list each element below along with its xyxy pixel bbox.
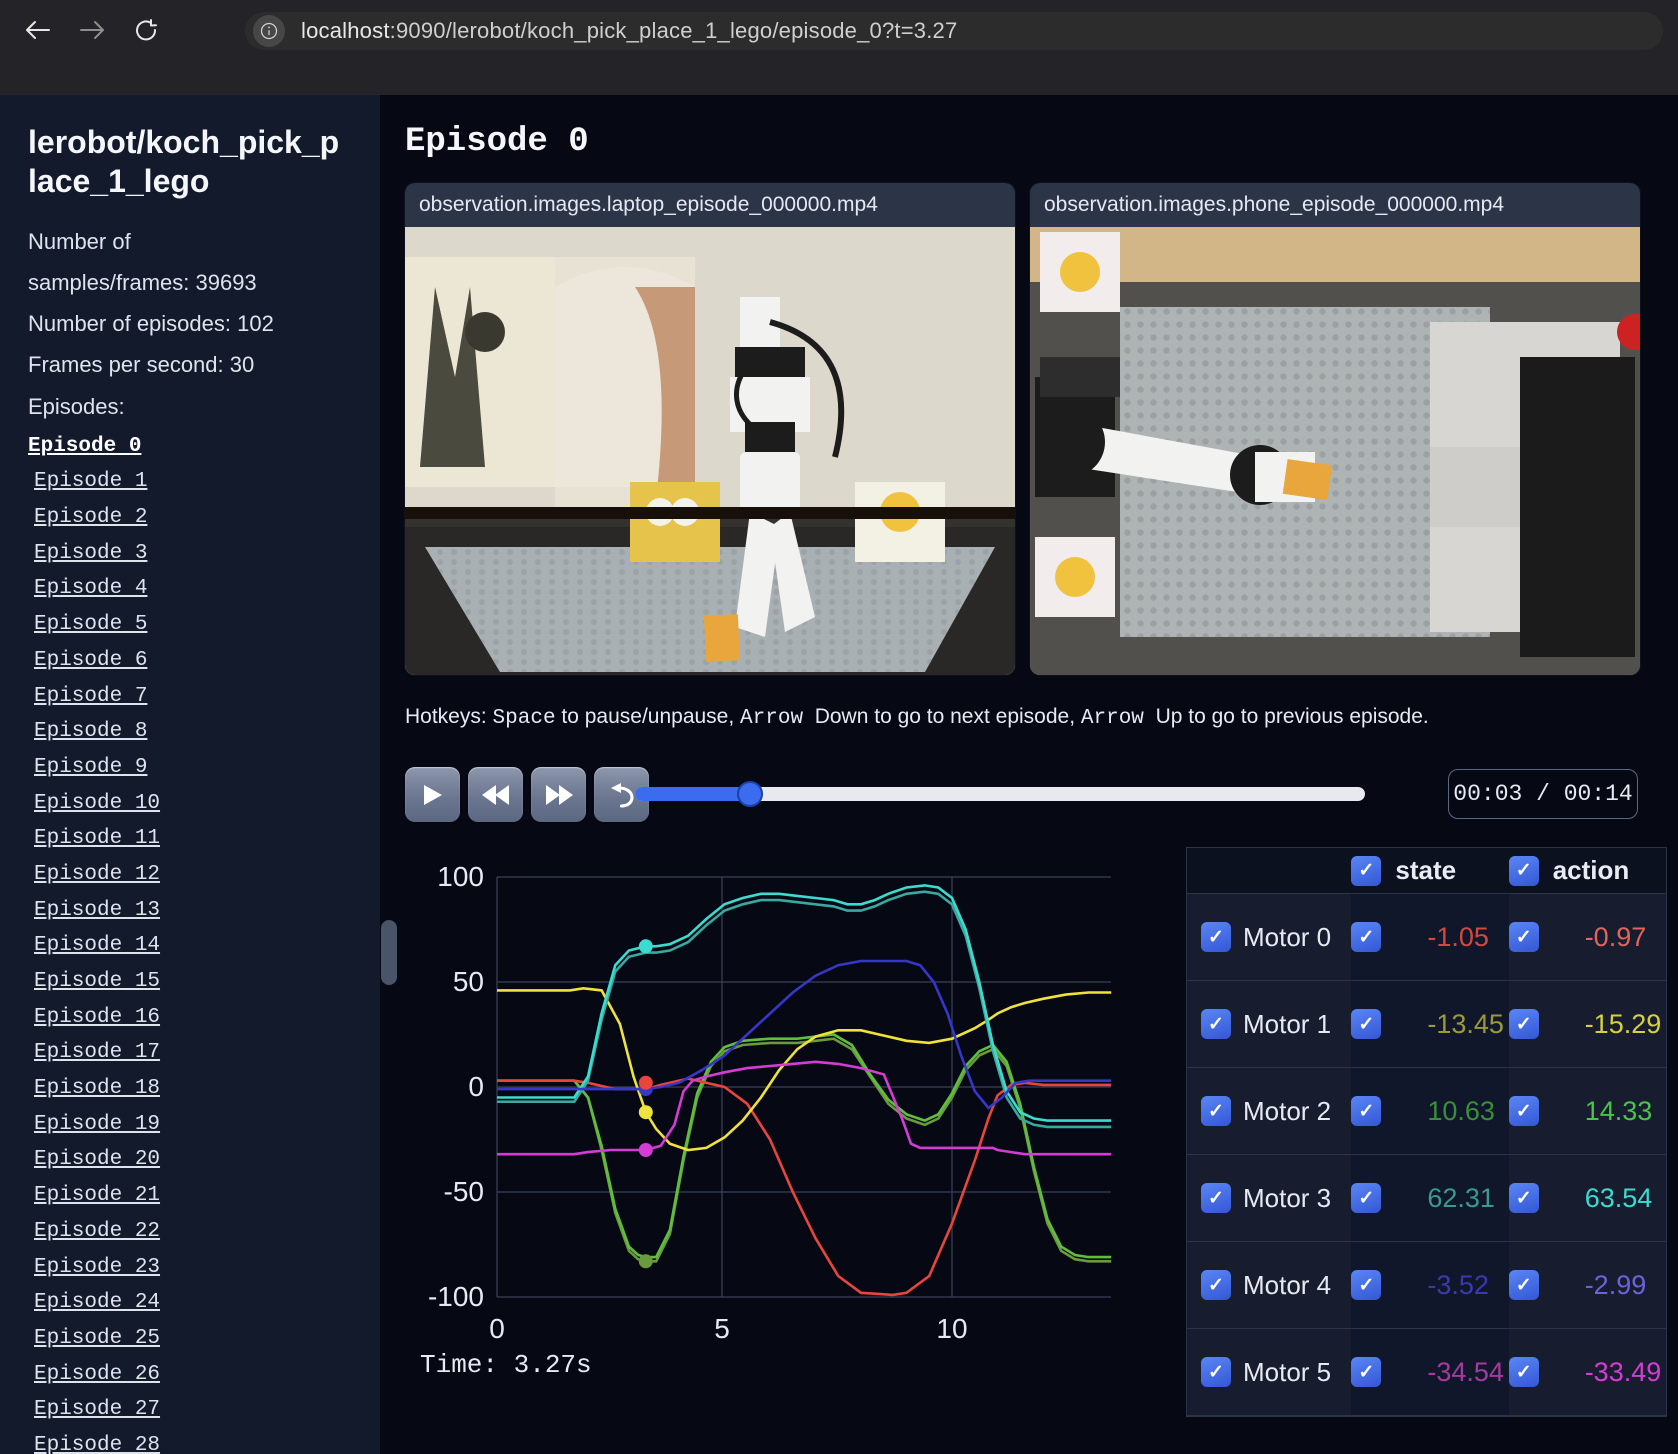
svg-text:5: 5	[714, 1313, 730, 1344]
svg-text:10: 10	[936, 1313, 967, 1344]
svg-text:50: 50	[453, 966, 484, 997]
svg-text:-50: -50	[444, 1176, 484, 1207]
svg-text:0: 0	[468, 1071, 484, 1102]
svg-text:0: 0	[489, 1313, 505, 1344]
svg-text:-100: -100	[428, 1281, 484, 1312]
svg-text:100: 100	[437, 862, 484, 892]
